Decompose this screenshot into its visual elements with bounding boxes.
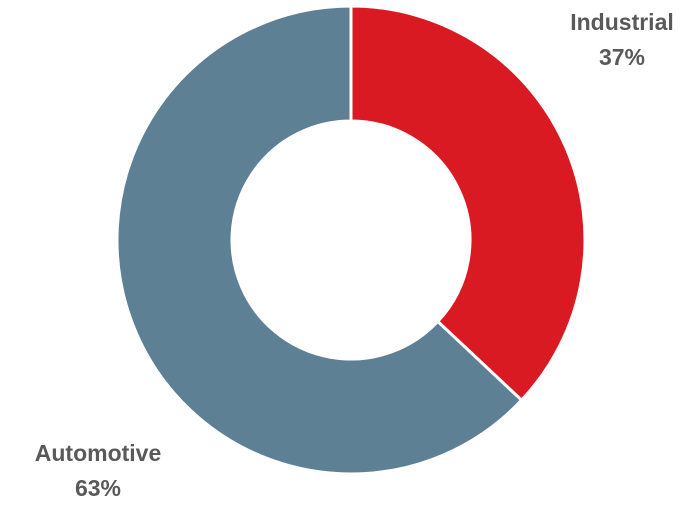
slice-value-industrial: 37% <box>599 44 645 70</box>
slice-industrial <box>349 4 587 402</box>
donut-slices <box>115 4 587 476</box>
slice-label-automotive: Automotive <box>35 440 162 466</box>
slice-automotive <box>115 4 524 476</box>
slice-value-automotive: 63% <box>75 475 121 501</box>
slice-label-industrial: Industrial <box>570 9 674 35</box>
